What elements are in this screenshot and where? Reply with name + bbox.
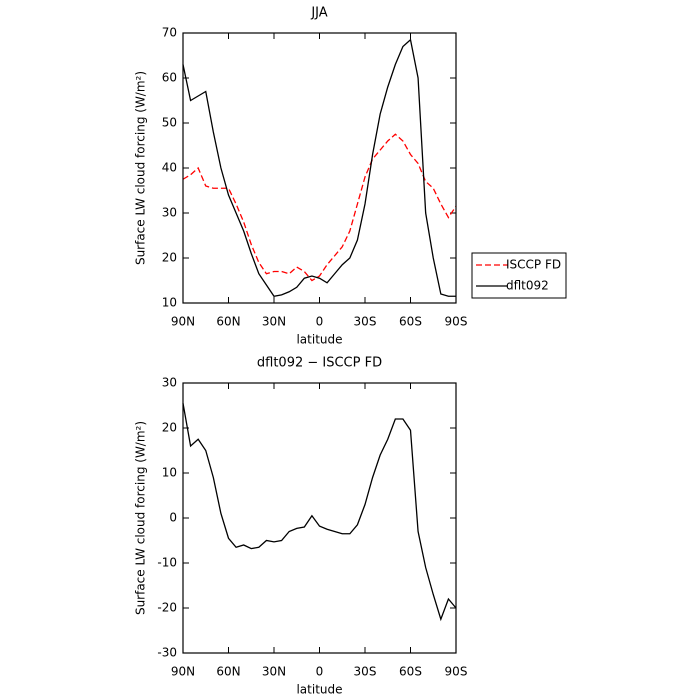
x-tick-label: 60S (399, 665, 422, 679)
x-tick-label: 0 (316, 665, 324, 679)
y-tick-label: 20 (162, 251, 177, 265)
chart-title: dflt092 − ISCCP FD (257, 356, 382, 371)
data-line (182, 38, 456, 297)
y-tick-label: 20 (162, 421, 177, 435)
x-tick-label: 30N (262, 665, 286, 679)
y-tick-label: 70 (162, 26, 177, 40)
x-tick-label: 90N (171, 315, 195, 329)
x-tick-label: 0 (316, 315, 324, 329)
x-tick-label: 30S (354, 665, 377, 679)
legend-label: ISCCP FD (506, 258, 561, 272)
plot-frame (182, 32, 457, 304)
y-axis-label: Surface LW cloud forcing (W/m²) (134, 71, 148, 265)
y-tick-label: 10 (162, 466, 177, 480)
y-tick-label: 30 (162, 206, 177, 220)
x-tick-label: 90N (171, 665, 195, 679)
x-tick-label: 30N (262, 315, 286, 329)
y-tick-label: 50 (162, 116, 177, 130)
y-tick-label: 60 (162, 71, 177, 85)
x-axis-label: latitude (296, 683, 342, 697)
y-tick-label: -30 (157, 646, 177, 660)
x-axis-label: latitude (296, 333, 342, 347)
y-tick-label: -10 (157, 556, 177, 570)
y-tick-label: 10 (162, 296, 177, 310)
x-tick-label: 90S (445, 665, 468, 679)
y-tick-label: 30 (162, 376, 177, 390)
y-tick-label: -20 (157, 601, 177, 615)
x-tick-label: 30S (354, 315, 377, 329)
chart-title: JJA (310, 6, 327, 21)
data-line (182, 133, 457, 282)
y-axis-label: Surface LW cloud forcing (W/m²) (134, 421, 148, 615)
data-line (182, 403, 457, 622)
legend-label: dflt092 (506, 279, 549, 293)
x-tick-label: 60N (216, 315, 240, 329)
x-tick-label: 60S (399, 315, 422, 329)
x-tick-label: 60N (216, 665, 240, 679)
plot-frame (182, 382, 457, 654)
x-tick-label: 90S (445, 315, 468, 329)
y-tick-label: 40 (162, 161, 177, 175)
legend-box (471, 252, 567, 299)
y-tick-label: 0 (169, 511, 177, 525)
